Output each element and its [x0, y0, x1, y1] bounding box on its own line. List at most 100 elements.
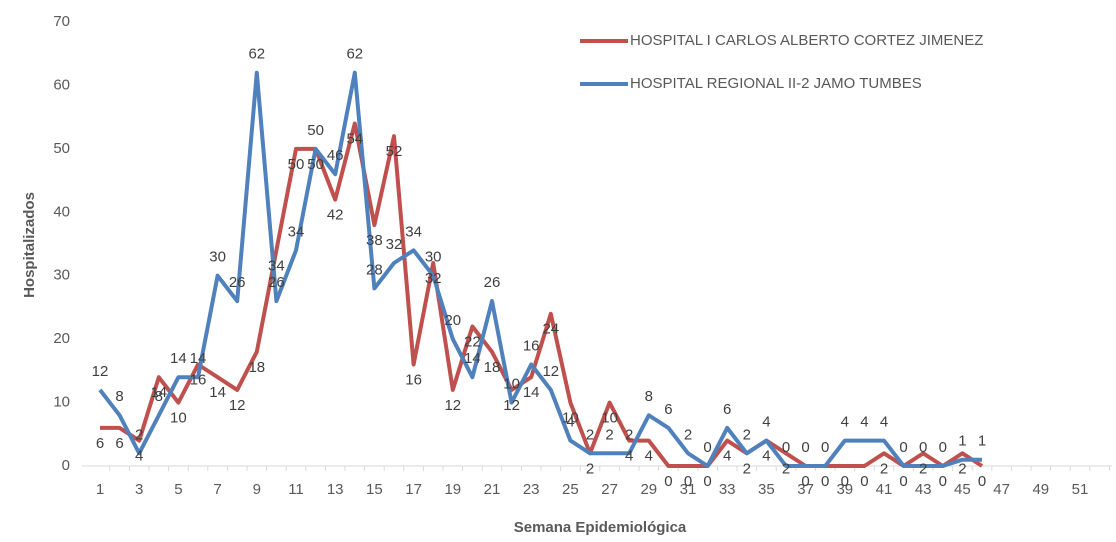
y-tick-label: 10: [53, 394, 70, 411]
data-label: 4: [860, 414, 868, 431]
legend-label: HOSPITAL REGIONAL II-2 JAMO TUMBES: [630, 75, 922, 92]
data-label: 2: [919, 460, 927, 477]
data-label: 2: [958, 460, 966, 477]
data-label: 0: [899, 473, 907, 490]
data-label: 46: [327, 147, 344, 164]
x-tick-label: 47: [993, 481, 1010, 498]
data-label: 0: [684, 473, 692, 490]
data-label: 2: [586, 426, 594, 443]
data-label: 2: [743, 426, 751, 443]
x-tick-label: 45: [954, 481, 971, 498]
data-label: 28: [366, 261, 383, 278]
series-line: [100, 121, 984, 468]
data-label: 14: [523, 384, 540, 401]
data-label: 0: [821, 439, 829, 456]
data-label: 2: [684, 426, 692, 443]
data-label: 0: [664, 473, 672, 490]
x-axis-title: Semana Epidemiológica: [514, 519, 687, 536]
y-tick-label: 40: [53, 203, 70, 220]
data-label: 14: [150, 384, 167, 401]
data-label: 1: [978, 433, 986, 450]
data-label: 34: [288, 223, 305, 240]
data-label: 0: [860, 473, 868, 490]
data-label: 50: [307, 156, 324, 173]
x-tick-label: 9: [253, 481, 261, 498]
x-tick-label: 11: [288, 481, 304, 498]
data-label: 8: [645, 388, 653, 405]
data-label: 50: [288, 156, 305, 173]
data-label: 24: [542, 321, 559, 338]
data-label: 0: [782, 439, 790, 456]
data-label: 54: [346, 130, 363, 147]
data-label: 26: [268, 274, 285, 291]
data-label: 20: [444, 312, 461, 329]
x-tick-label: 29: [640, 481, 657, 498]
data-label: 1: [958, 433, 966, 450]
data-label: 32: [386, 236, 403, 253]
data-label: 16: [190, 371, 207, 388]
x-tick-label: 13: [327, 481, 344, 498]
data-label: 2: [586, 460, 594, 477]
data-label: 16: [523, 337, 540, 354]
x-tick-label: 37: [797, 481, 814, 498]
data-label: 4: [645, 448, 653, 465]
x-tick-label: 41: [876, 481, 893, 498]
x-tick-label: 39: [836, 481, 853, 498]
data-label: 0: [801, 439, 809, 456]
y-tick-label: 20: [53, 330, 70, 347]
data-label: 2: [605, 426, 613, 443]
data-label: 4: [762, 448, 770, 465]
x-tick-label: 43: [915, 481, 932, 498]
x-tick-label: 1: [96, 481, 104, 498]
data-label: 10: [503, 376, 520, 393]
data-label: 14: [190, 350, 207, 367]
data-label: 0: [899, 439, 907, 456]
data-label: 0: [801, 473, 809, 490]
data-label: 50: [307, 122, 324, 139]
x-tick-label: 3: [135, 481, 143, 498]
data-label: 12: [542, 363, 559, 380]
x-tick-label: 51: [1072, 481, 1089, 498]
data-label: 12: [92, 363, 109, 380]
y-tick-label: 60: [53, 76, 70, 93]
data-label: 2: [743, 460, 751, 477]
x-tick-label: 31: [680, 481, 697, 498]
data-label: 42: [327, 207, 344, 224]
data-label: 12: [229, 397, 246, 414]
data-label: 8: [155, 388, 163, 405]
data-label: 6: [115, 435, 123, 452]
data-label: 10: [562, 410, 579, 427]
y-tick-label: 70: [53, 13, 70, 30]
data-label: 8: [115, 388, 123, 405]
y-tick-label: 0: [62, 457, 70, 474]
data-label: 12: [444, 397, 461, 414]
data-label: 62: [346, 46, 363, 63]
data-label: 2: [135, 426, 143, 443]
data-label: 0: [939, 473, 947, 490]
data-label: 26: [229, 274, 246, 291]
data-label: 0: [939, 439, 947, 456]
data-label: 6: [723, 401, 731, 418]
y-tick-label: 50: [53, 140, 70, 157]
data-label: 10: [601, 410, 618, 427]
x-tick-label: 33: [719, 481, 736, 498]
x-tick-label: 21: [484, 481, 501, 498]
data-label: 0: [919, 439, 927, 456]
data-label: 4: [625, 448, 633, 465]
legend-label: HOSPITAL I CARLOS ALBERTO CORTEZ JIMENEZ: [630, 32, 983, 49]
data-label: 30: [209, 249, 226, 266]
x-tick-label: 19: [444, 481, 461, 498]
data-label: 0: [841, 473, 849, 490]
data-label: 34: [405, 223, 422, 240]
data-label: 4: [841, 414, 849, 431]
data-label: 4: [762, 414, 770, 431]
data-label: 18: [248, 359, 265, 376]
data-label: 38: [366, 232, 383, 249]
data-label: 62: [248, 46, 265, 63]
y-axis-title: Hospitalizados: [21, 192, 38, 298]
data-label: 0: [703, 439, 711, 456]
data-label: 6: [96, 435, 104, 452]
y-tick-label: 30: [53, 267, 70, 284]
data-label: 12: [503, 397, 520, 414]
